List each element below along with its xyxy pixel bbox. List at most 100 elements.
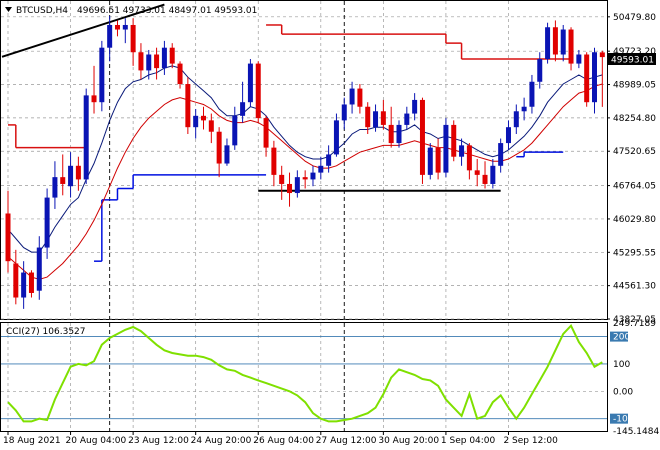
candle-body [75,165,81,180]
cci-tick-label: 200 [613,333,630,343]
candle [419,97,425,184]
candle-body [568,29,574,64]
price-tick-label: 47520.65 [613,147,656,157]
candle-body [599,52,605,58]
candle [592,47,597,114]
candle [169,43,175,69]
candle-body [474,170,480,175]
candle-body [114,24,120,30]
time-tick-label: 20 Aug 04:00 [66,436,127,446]
candle [216,127,222,178]
candle [560,24,566,62]
candle [201,106,206,130]
candle-body [240,102,246,116]
candle-body [161,47,167,69]
candle [357,84,363,114]
candle [529,74,535,114]
candle-body [130,24,136,53]
time-tick-label: 26 Aug 04:00 [253,436,314,446]
price-badge-box [608,53,656,65]
candle-body [341,104,347,121]
candle-body [169,47,175,64]
candle-body [459,145,465,157]
candle-body [224,145,230,164]
candle-body [482,174,488,184]
ohlc-label: 49696.51 49733.01 48497.01 49593.01 [77,6,257,16]
candle [13,249,19,305]
candle [154,47,160,80]
candle-body [537,59,543,82]
candle [396,120,402,148]
candle [185,77,191,134]
candle-body [263,118,269,148]
price-tick-label: 44561.30 [613,282,656,292]
candle-body [154,54,160,69]
candle [318,156,324,180]
price-tick-label: 48989.05 [613,81,656,91]
cci-tick-label: -145.1484 [613,427,659,437]
cci-tick-label: 0.00 [613,387,633,397]
candle-body [513,111,519,128]
candle-body [68,165,74,187]
candle [232,106,238,150]
candle-body [5,213,11,262]
candle [224,138,230,166]
candle-body [208,120,214,132]
candle [247,59,253,107]
candle-body [373,111,379,128]
trendline [1,3,165,58]
candle [91,65,97,114]
candle-body [287,183,293,194]
candle-body [255,63,261,119]
candle [599,50,605,107]
candle [498,138,504,173]
candle [193,109,199,139]
ema-slow-line [7,83,603,280]
cci-level-badge [610,413,628,424]
candle-body [13,263,19,298]
candle-body [529,81,535,107]
candle-body [83,95,89,180]
candle-body [388,124,394,144]
candle [52,161,58,209]
price-tick-label: 50479.80 [613,13,656,23]
candle [521,97,527,121]
price-tick-label: 48254.80 [613,114,656,124]
candle-body [232,115,238,146]
candle [326,145,332,173]
stop-lines [8,24,572,262]
candle [537,52,543,89]
candle-body [193,115,199,128]
candle [412,93,418,121]
candle [333,113,339,157]
candle [208,113,214,144]
collapse-triangle-icon[interactable] [5,7,12,12]
candle-body [396,124,402,144]
candle [107,15,113,62]
candle [373,104,379,132]
candle [505,120,511,150]
candle-body [21,272,27,298]
candle-body [365,106,371,128]
candle-body [91,95,97,103]
candle-body [545,27,551,60]
candle-body [247,63,253,103]
candle [388,106,394,148]
candle [36,236,42,300]
candle [161,40,167,75]
candle [44,188,50,259]
candle [83,88,89,184]
candle [427,143,433,180]
candle-body [349,88,355,105]
candle-body [107,24,113,48]
candle-body [294,177,300,194]
time-tick-label: 24 Aug 20:00 [191,436,252,446]
candle [240,81,246,123]
price-badge: 49593.01 [611,56,654,66]
candle [365,102,371,134]
candle [21,261,27,309]
candle-body [505,127,511,144]
time-tick-label: 2 Sep 12:00 [503,436,558,446]
candle [552,20,558,62]
